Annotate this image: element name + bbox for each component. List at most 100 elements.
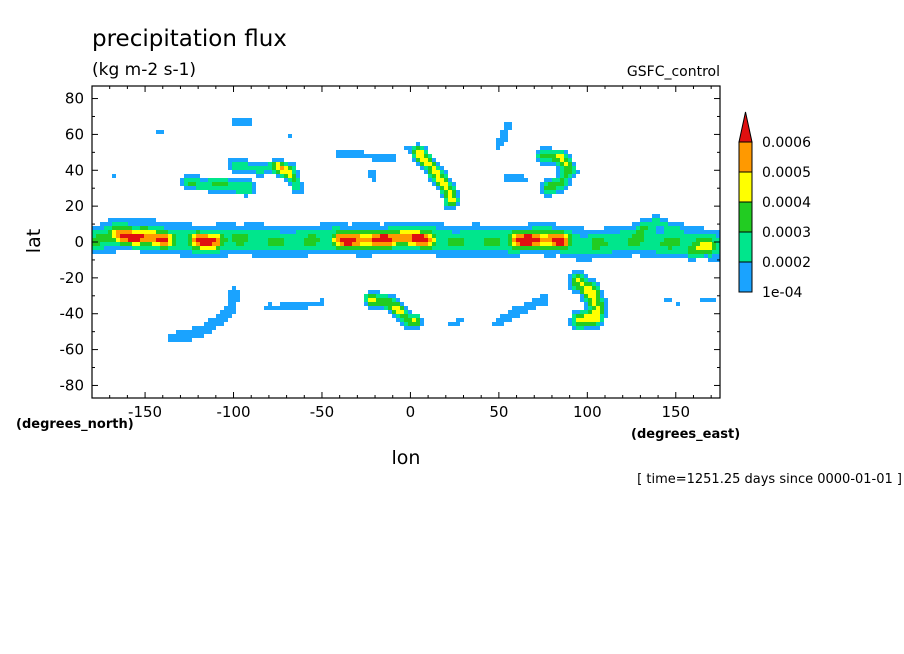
contour-cell: [708, 250, 712, 254]
contour-cell: [444, 250, 448, 254]
contour-cell: [564, 254, 568, 258]
contour-cell: [348, 234, 352, 238]
contour-cell: [544, 294, 548, 298]
contour-cell: [464, 234, 468, 238]
contour-cell: [440, 230, 444, 234]
contour-cell: [400, 242, 404, 246]
contour-cell: [424, 150, 428, 154]
contour-cell: [184, 230, 188, 234]
contour-cell: [384, 298, 388, 302]
contour-cell: [452, 246, 456, 250]
contour-cell: [276, 250, 280, 254]
contour-cell: [260, 166, 264, 170]
contour-cell: [508, 242, 512, 246]
contour-cell: [596, 294, 600, 298]
contour-cell: [392, 310, 396, 314]
contour-cell: [492, 242, 496, 246]
contour-cell: [700, 234, 704, 238]
contour-cell: [684, 238, 688, 242]
contour-cell: [268, 166, 272, 170]
contour-cell: [92, 234, 96, 238]
contour-cell: [436, 186, 440, 190]
contour-cell: [364, 302, 368, 306]
contour-cell: [520, 246, 524, 250]
contour-cell: [648, 238, 652, 242]
contour-cell: [696, 250, 700, 254]
contour-cell: [400, 238, 404, 242]
contour-cell: [580, 314, 584, 318]
contour-cell: [644, 242, 648, 246]
contour-cell: [508, 238, 512, 242]
contour-cell: [232, 298, 236, 302]
colorbar-label: 0.0006: [762, 135, 811, 151]
contour-cell: [460, 242, 464, 246]
contour-cell: [396, 222, 400, 226]
contour-cell: [332, 238, 336, 242]
contour-cell: [604, 230, 608, 234]
contour-cell: [688, 226, 692, 230]
contour-cell: [524, 238, 528, 242]
contour-cell: [452, 230, 456, 234]
contour-cell: [236, 230, 240, 234]
contour-cell: [600, 290, 604, 294]
contour-cell: [704, 242, 708, 246]
contour-cell: [192, 238, 196, 242]
contour-cell: [160, 242, 164, 246]
contour-cell: [664, 222, 668, 226]
contour-cell: [552, 246, 556, 250]
contour-cell: [548, 254, 552, 258]
contour-cell: [228, 298, 232, 302]
contour-cell: [560, 178, 564, 182]
contour-cell: [452, 322, 456, 326]
contour-cell: [396, 314, 400, 318]
contour-cell: [488, 242, 492, 246]
contour-cell: [284, 246, 288, 250]
contour-cell: [580, 270, 584, 274]
contour-cell: [252, 234, 256, 238]
contour-cell: [236, 290, 240, 294]
contour-cell: [220, 314, 224, 318]
contour-cell: [552, 234, 556, 238]
contour-cell: [216, 246, 220, 250]
contour-cell: [256, 238, 260, 242]
contour-cell: [188, 330, 192, 334]
contour-cell: [440, 222, 444, 226]
contour-cell: [636, 242, 640, 246]
contour-cell: [336, 238, 340, 242]
contour-cell: [420, 222, 424, 226]
contour-cell: [668, 298, 672, 302]
contour-cell: [240, 158, 244, 162]
contour-cell: [208, 230, 212, 234]
contour-cell: [192, 174, 196, 178]
contour-cell: [644, 230, 648, 234]
contour-cell: [232, 246, 236, 250]
contour-cell: [324, 250, 328, 254]
contour-cell: [268, 238, 272, 242]
contour-cell: [276, 242, 280, 246]
contour-cell: [176, 222, 180, 226]
contour-cell: [368, 298, 372, 302]
contour-cell: [468, 250, 472, 254]
contour-cell: [272, 158, 276, 162]
contour-cell: [536, 298, 540, 302]
contour-cell: [212, 230, 216, 234]
contour-cell: [568, 238, 572, 242]
contour-cell: [660, 246, 664, 250]
contour-cell: [344, 150, 348, 154]
contour-cell: [416, 154, 420, 158]
contour-cell: [596, 242, 600, 246]
contour-cell: [372, 246, 376, 250]
contour-cell: [560, 250, 564, 254]
contour-cell: [224, 190, 228, 194]
contour-cell: [272, 226, 276, 230]
contour-cell: [192, 230, 196, 234]
contour-cell: [592, 318, 596, 322]
contour-cell: [408, 310, 412, 314]
contour-cell: [588, 310, 592, 314]
contour-cell: [624, 242, 628, 246]
contour-cell: [596, 290, 600, 294]
contour-cell: [252, 186, 256, 190]
contour-cell: [372, 230, 376, 234]
contour-cell: [556, 154, 560, 158]
contour-cell: [424, 170, 428, 174]
